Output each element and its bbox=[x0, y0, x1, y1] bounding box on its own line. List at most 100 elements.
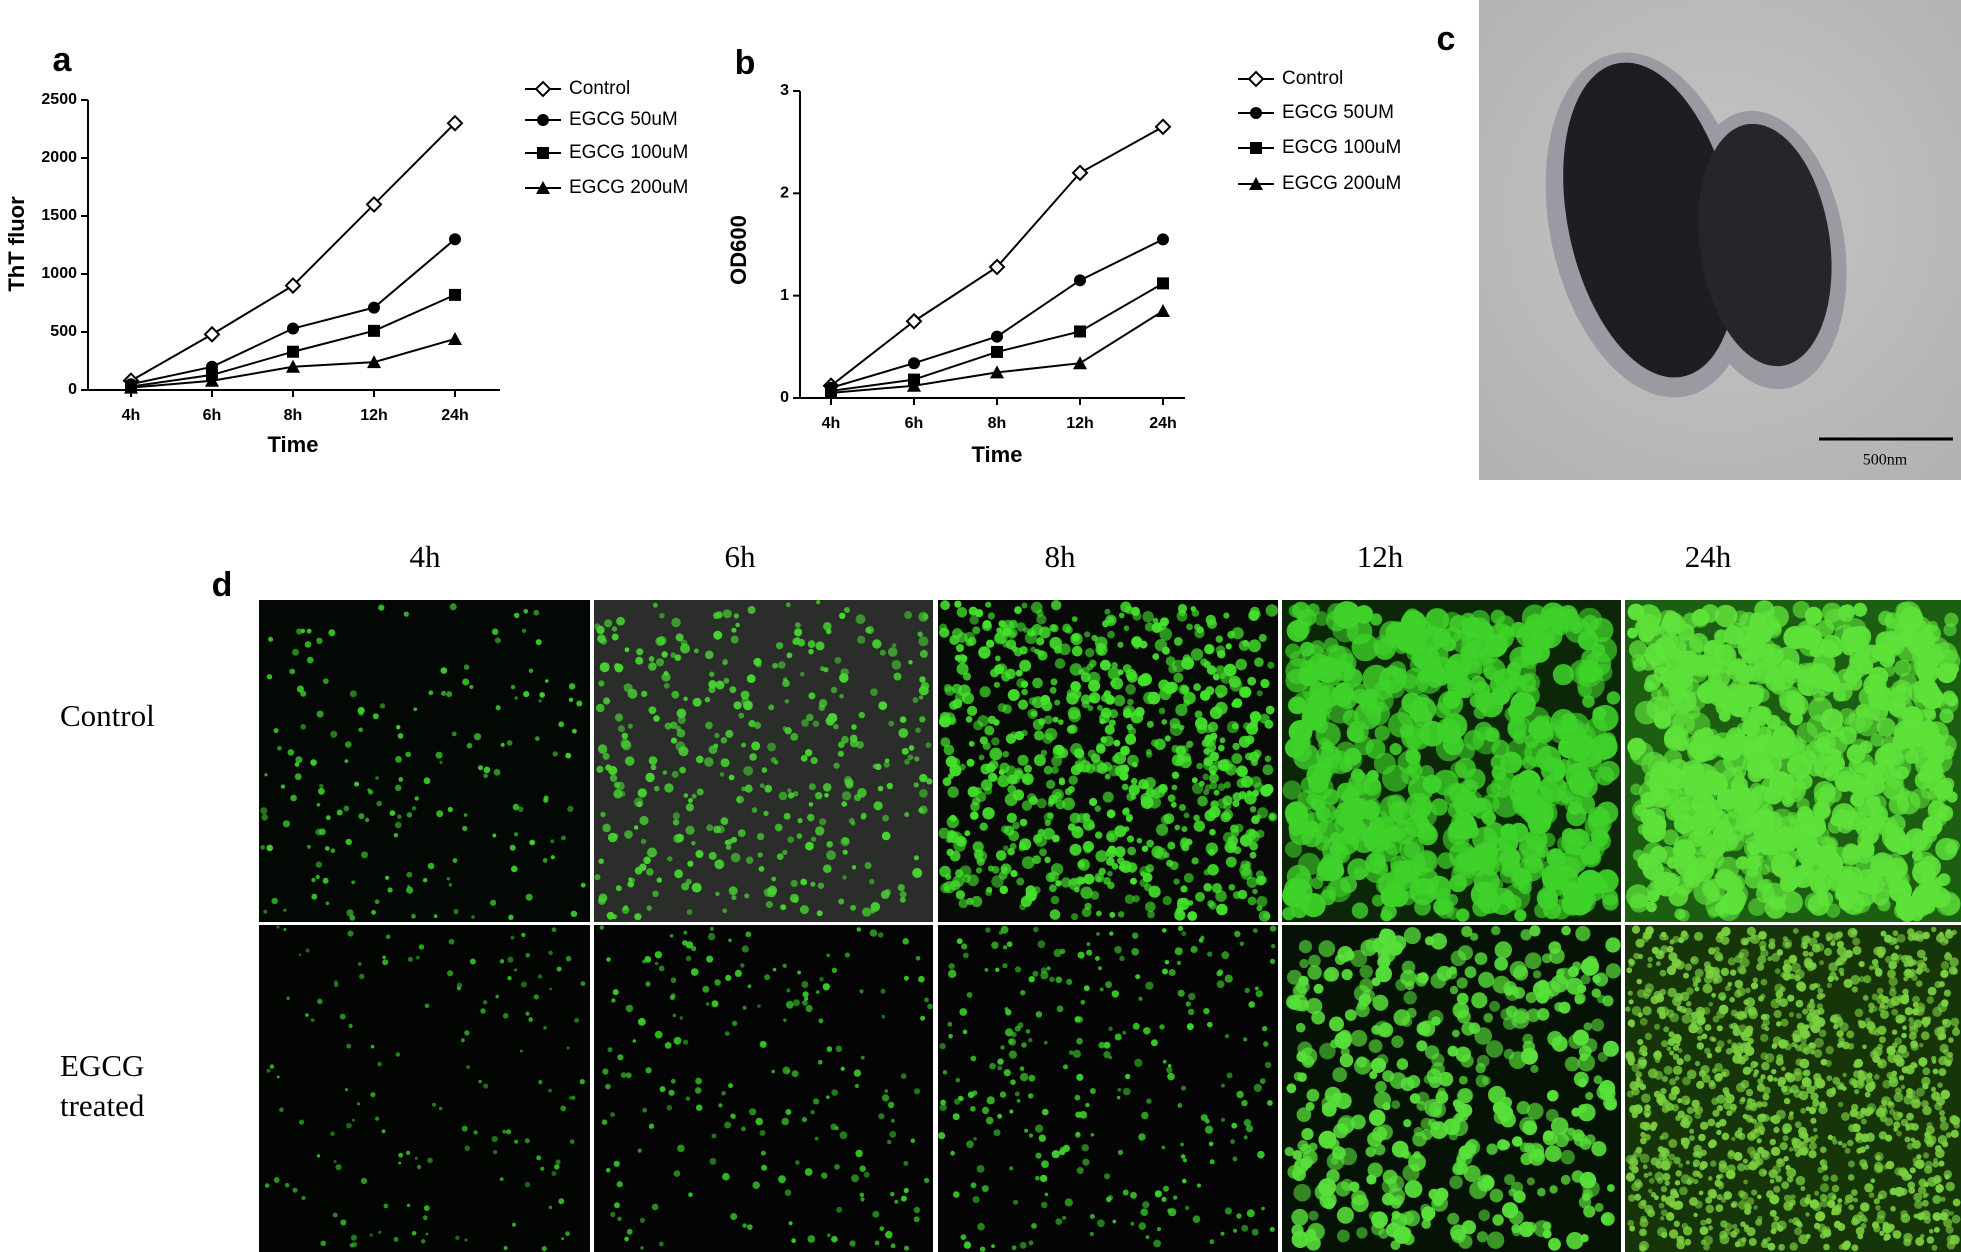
bacterium bbox=[1717, 1025, 1723, 1031]
bacterium bbox=[535, 736, 540, 741]
bacterium bbox=[1668, 1139, 1677, 1148]
bacterium bbox=[630, 878, 635, 883]
bacterium bbox=[679, 767, 686, 774]
bacterium bbox=[1893, 724, 1918, 749]
bacterium bbox=[1259, 714, 1269, 724]
bacterium bbox=[1813, 931, 1820, 938]
bacterium bbox=[1526, 992, 1537, 1003]
bacterium bbox=[709, 672, 714, 677]
bacterium bbox=[624, 1237, 629, 1242]
bacterium bbox=[539, 692, 545, 698]
bacterium bbox=[904, 1246, 909, 1251]
bacterium bbox=[1725, 664, 1736, 675]
bacterium bbox=[1134, 1059, 1142, 1067]
bacterium bbox=[1427, 1069, 1442, 1084]
bacterium bbox=[512, 1223, 516, 1227]
scale-bar-label: 500nm bbox=[1863, 452, 1908, 469]
bacterium bbox=[1318, 1178, 1336, 1196]
bacterium bbox=[542, 1246, 547, 1251]
bacterium bbox=[1204, 869, 1210, 875]
bacterium bbox=[1794, 1068, 1802, 1076]
bacterium bbox=[1300, 660, 1317, 677]
bacterium bbox=[964, 1241, 971, 1248]
bacterium bbox=[1402, 674, 1417, 689]
bacterium bbox=[672, 771, 679, 778]
bacterium bbox=[727, 839, 733, 845]
bacterium bbox=[801, 755, 808, 762]
bacterium bbox=[1332, 1067, 1347, 1082]
bacterium bbox=[980, 1247, 985, 1252]
bacterium bbox=[1536, 845, 1549, 858]
bacterium bbox=[1117, 642, 1123, 648]
bacterium bbox=[741, 1127, 746, 1132]
bacterium bbox=[1248, 639, 1261, 652]
bacterium bbox=[1391, 1198, 1402, 1209]
bacterium bbox=[1009, 1166, 1013, 1170]
bacterium bbox=[406, 1151, 410, 1155]
bacterium bbox=[973, 720, 983, 730]
bacterium bbox=[1205, 1126, 1213, 1134]
bacterium bbox=[1103, 1051, 1110, 1058]
bacterium bbox=[1187, 1023, 1194, 1030]
bacterium bbox=[1120, 602, 1131, 613]
bacterium bbox=[1250, 852, 1257, 859]
bacterium bbox=[1299, 940, 1312, 953]
bacterium bbox=[1165, 960, 1169, 964]
bacterium bbox=[1934, 780, 1953, 799]
bacterium bbox=[295, 756, 302, 763]
bacterium bbox=[428, 690, 433, 695]
bacterium bbox=[1716, 1130, 1721, 1135]
bacterium bbox=[561, 836, 566, 841]
bacterium bbox=[1241, 1225, 1248, 1232]
bacterium bbox=[705, 651, 714, 660]
bacterium bbox=[752, 1181, 760, 1189]
bacterium bbox=[1210, 752, 1219, 761]
bacterium bbox=[1537, 1008, 1550, 1021]
bacterium bbox=[1035, 1176, 1040, 1181]
bacterium bbox=[1155, 639, 1167, 651]
bacterium bbox=[1705, 770, 1716, 781]
bacterium bbox=[1051, 600, 1061, 610]
bacterium bbox=[1643, 1109, 1651, 1117]
bacterium bbox=[428, 863, 435, 870]
bacterium bbox=[926, 778, 932, 784]
bacterium bbox=[1640, 1154, 1650, 1164]
bacterium bbox=[1851, 1189, 1858, 1196]
bacterium bbox=[1762, 1114, 1770, 1122]
bacterium bbox=[1504, 1049, 1515, 1060]
bacterium bbox=[1543, 1230, 1552, 1239]
micrograph bbox=[1282, 925, 1621, 1252]
bacterium bbox=[1931, 1092, 1940, 1101]
bacterium bbox=[274, 728, 279, 733]
bacterium bbox=[1699, 1165, 1705, 1171]
bacterium bbox=[678, 716, 686, 724]
bacterium bbox=[536, 639, 542, 645]
bacterium bbox=[1820, 1160, 1825, 1165]
micrograph bbox=[259, 600, 590, 922]
bacterium bbox=[1757, 1195, 1762, 1200]
bacterium bbox=[891, 1119, 895, 1123]
bacterium bbox=[1031, 602, 1043, 614]
bacterium bbox=[1062, 1216, 1066, 1220]
bacterium bbox=[1678, 1111, 1685, 1118]
bacterium bbox=[1111, 662, 1118, 669]
bacterium bbox=[1571, 728, 1587, 744]
bacterium bbox=[441, 691, 446, 696]
bacterium bbox=[652, 891, 658, 897]
bacterium bbox=[1724, 1223, 1732, 1231]
bacterium bbox=[436, 810, 443, 817]
bacterium bbox=[1814, 1223, 1821, 1230]
bacterium bbox=[1052, 1150, 1060, 1158]
bacterium bbox=[1562, 828, 1576, 842]
bacterium bbox=[380, 703, 385, 708]
bacterium bbox=[1866, 1133, 1875, 1142]
bacterium bbox=[1098, 966, 1102, 970]
bacterium bbox=[281, 784, 285, 788]
bacterium bbox=[1259, 634, 1267, 642]
bacterium bbox=[1386, 665, 1399, 678]
bacterium bbox=[1818, 891, 1834, 907]
bacterium bbox=[423, 878, 427, 882]
bacterium bbox=[989, 1063, 996, 1070]
bacterium bbox=[1137, 838, 1143, 844]
bacterium bbox=[1097, 763, 1108, 774]
